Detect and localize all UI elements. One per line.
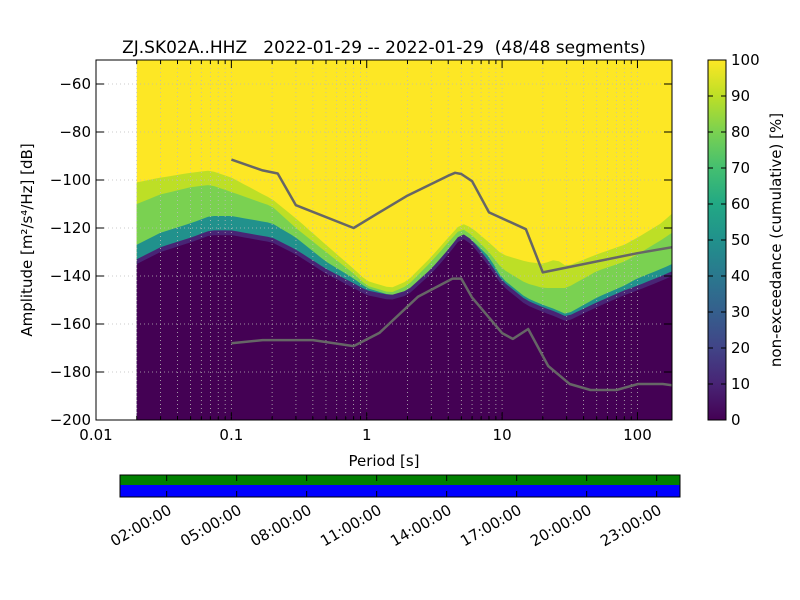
colorbar-tick-label: 60 xyxy=(731,195,750,213)
y-tick-label: −160 xyxy=(50,315,91,333)
y-tick-label: −140 xyxy=(50,267,91,285)
chart-title: ZJ.SK02A..HHZ 2022-01-29 -- 2022-01-29 (… xyxy=(122,38,646,58)
colorbar-tick-label: 40 xyxy=(731,267,750,285)
low-noise-model-line xyxy=(231,277,672,392)
x-tick-label: 100 xyxy=(623,426,652,444)
colorbar-tick-label: 20 xyxy=(731,339,750,357)
x-tick-label: 0.01 xyxy=(79,426,112,444)
timeline-top-band xyxy=(120,475,680,485)
colorbar-tick-label: 50 xyxy=(731,231,750,249)
timeline-tick-label: 20:00:00 xyxy=(527,501,594,550)
ppsd-heatmap xyxy=(136,60,672,420)
plot-area xyxy=(95,59,673,421)
timeline-tick-label: 23:00:00 xyxy=(597,501,664,550)
colorbar-tick-label: 30 xyxy=(731,303,750,321)
x-tick-label: 1 xyxy=(362,426,372,444)
y-tick-label: −100 xyxy=(50,171,91,189)
timeline-bottom-band xyxy=(120,485,680,497)
x-tick-label: 10 xyxy=(493,426,512,444)
y-axis: −60 −80 −100 −120 −140 −160 −180 −200 xyxy=(50,75,672,429)
y-axis-label: Amplitude [m²/s⁴/Hz] [dB] xyxy=(18,143,36,336)
high-noise-model-line xyxy=(230,158,672,274)
y-tick-label: −200 xyxy=(50,411,91,429)
colorbar: 0 10 20 30 40 50 60 70 80 90 100 non-exceedance (c… xyxy=(707,51,785,429)
y-tick-label: −60 xyxy=(59,75,91,93)
colorbar-label: non-exceedance (cumulative) [%] xyxy=(767,113,785,367)
band-p0 xyxy=(136,235,672,420)
colorbar-tick-label: 0 xyxy=(731,411,741,429)
y-tick-label: −80 xyxy=(59,123,91,141)
colorbar-tick-label: 80 xyxy=(731,123,750,141)
x-axis: 0.01 0.1 1 10 100 xyxy=(79,60,652,444)
colorbar-tick-label: 100 xyxy=(731,51,760,69)
plot-frame xyxy=(95,59,673,421)
y-tick-label: −120 xyxy=(50,219,91,237)
timeline-tick-label: 17:00:00 xyxy=(457,501,524,550)
grid xyxy=(96,60,672,420)
colorbar-ticks: 0 10 20 30 40 50 60 70 80 90 100 xyxy=(708,51,760,429)
timeline-tick-label: 14:00:00 xyxy=(387,501,454,550)
x-axis-label: Period [s] xyxy=(348,452,419,470)
x-tick-label: 0.1 xyxy=(219,426,243,444)
y-tick-label: −180 xyxy=(50,363,91,381)
colorbar-tick-label: 10 xyxy=(731,375,750,393)
segments-timeline: 02:00:00 05:00:00 08:00:00 11:00:00 14:00:00… xyxy=(107,474,681,550)
timeline-tick-label: 02:00:00 xyxy=(107,501,174,550)
colorbar-tick-label: 90 xyxy=(731,87,750,105)
colorbar-tick-label: 70 xyxy=(731,159,750,177)
noise-models xyxy=(230,158,672,392)
timeline-frame xyxy=(119,474,681,498)
timeline-tick-label: 11:00:00 xyxy=(317,501,384,550)
timeline-tick-label: 05:00:00 xyxy=(177,501,244,550)
timeline-tick-label: 08:00:00 xyxy=(247,501,314,550)
